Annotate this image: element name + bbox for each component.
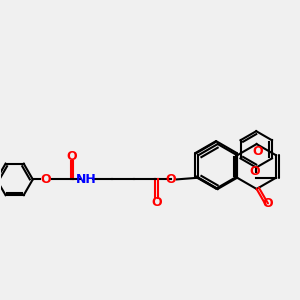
Text: NH: NH xyxy=(76,172,97,186)
Text: O: O xyxy=(249,165,260,178)
Text: O: O xyxy=(41,172,51,186)
Text: O: O xyxy=(151,196,162,209)
Text: O: O xyxy=(252,145,262,158)
Text: O: O xyxy=(67,150,77,163)
Text: O: O xyxy=(262,196,273,209)
Text: O: O xyxy=(166,173,176,186)
